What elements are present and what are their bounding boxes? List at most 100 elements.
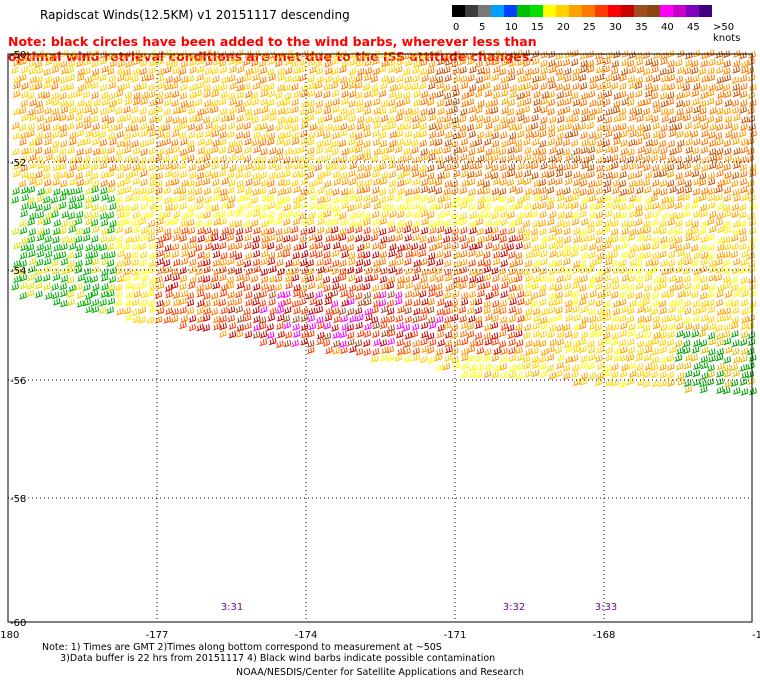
wind-barb — [332, 156, 340, 164]
wind-barb — [277, 107, 285, 115]
wind-barb — [610, 370, 619, 379]
wind-barb — [140, 129, 148, 138]
wind-barb — [227, 242, 235, 251]
wind-barb — [618, 179, 627, 188]
wind-barb — [218, 97, 227, 106]
wind-barb — [123, 217, 131, 226]
wind-barb — [426, 172, 435, 180]
wind-barb — [636, 129, 645, 138]
wind-barb — [125, 313, 133, 322]
wind-barb — [603, 313, 612, 322]
wind-barb — [179, 274, 188, 283]
wind-barb — [397, 219, 405, 227]
wind-barb — [707, 187, 716, 195]
wind-barb — [570, 331, 579, 340]
wind-barb — [411, 226, 420, 234]
wind-barb — [90, 275, 98, 283]
wind-barb — [629, 258, 637, 267]
wind-barb — [44, 292, 53, 300]
wind-barb — [517, 177, 525, 186]
wind-barb — [59, 99, 68, 108]
wind-barb — [283, 130, 292, 139]
wind-barb — [283, 107, 292, 115]
wind-barb — [493, 204, 501, 212]
wind-barb — [691, 89, 699, 97]
wind-barb — [540, 66, 548, 75]
wind-barb — [578, 284, 587, 292]
wind-barb — [123, 185, 132, 194]
wind-barb — [522, 331, 531, 340]
wind-barb — [597, 267, 605, 276]
wind-barb — [131, 130, 140, 138]
longitude-label: -168 — [593, 630, 616, 641]
wind-barb — [700, 129, 709, 138]
wind-barb — [100, 290, 109, 298]
wind-barb — [396, 138, 404, 146]
wind-barb — [420, 178, 429, 186]
wind-barb — [650, 139, 659, 147]
wind-barb — [715, 218, 723, 227]
wind-barb — [229, 98, 237, 106]
wind-barb — [227, 92, 236, 100]
wind-barb — [403, 347, 411, 355]
wind-barb — [284, 162, 293, 171]
wind-barb — [659, 371, 667, 379]
wind-barb — [698, 172, 707, 180]
wind-barb — [42, 228, 51, 236]
wind-barb — [474, 162, 483, 170]
wind-barb — [299, 283, 308, 292]
wind-barb — [339, 51, 347, 59]
wind-barb — [187, 226, 196, 235]
wind-barb — [259, 330, 268, 339]
wind-barb — [580, 107, 589, 116]
wind-barb — [532, 330, 540, 338]
wind-barb — [155, 172, 163, 180]
colorbar-cell — [634, 5, 647, 17]
wind-barb — [500, 322, 509, 331]
wind-barb — [306, 346, 315, 354]
wind-barb — [53, 219, 61, 227]
wind-barb — [219, 252, 228, 260]
wind-barb — [242, 58, 251, 66]
wind-barb — [219, 315, 227, 323]
wind-barb — [11, 196, 19, 204]
wind-barb — [619, 259, 627, 267]
wind-barb — [508, 284, 517, 292]
wind-barb — [658, 220, 667, 228]
wind-barb — [195, 114, 203, 122]
wind-barb — [68, 284, 76, 292]
wind-barb — [677, 258, 685, 266]
wind-barb — [621, 98, 629, 106]
wind-barb — [619, 346, 628, 354]
wind-barb — [189, 66, 197, 74]
wind-barb — [434, 187, 443, 195]
wind-barb — [706, 217, 715, 226]
wind-barb — [690, 259, 699, 267]
wind-barb — [259, 171, 268, 180]
wind-barb — [309, 202, 317, 210]
wind-barb — [387, 155, 396, 163]
wind-barb — [300, 83, 309, 92]
wind-barb — [203, 265, 211, 274]
wind-barb — [235, 122, 244, 131]
wind-barb — [493, 347, 501, 355]
wind-barb — [162, 123, 171, 132]
wind-barb — [581, 161, 589, 170]
wind-barb — [731, 283, 739, 292]
wind-barb — [659, 275, 667, 284]
wind-barb — [323, 169, 331, 178]
wind-barb — [652, 210, 660, 218]
wind-barb — [619, 234, 627, 243]
wind-barb — [428, 60, 436, 68]
wind-barb — [739, 74, 748, 83]
wind-barb — [122, 82, 130, 90]
wind-barb — [364, 322, 372, 331]
wind-barb — [291, 137, 300, 146]
wind-barb — [299, 58, 307, 66]
wind-barb — [700, 251, 709, 260]
wind-barb — [412, 90, 421, 98]
wind-barb — [637, 305, 645, 314]
wind-barb — [156, 307, 165, 315]
wind-barb — [124, 281, 133, 290]
wind-barb — [179, 297, 187, 306]
